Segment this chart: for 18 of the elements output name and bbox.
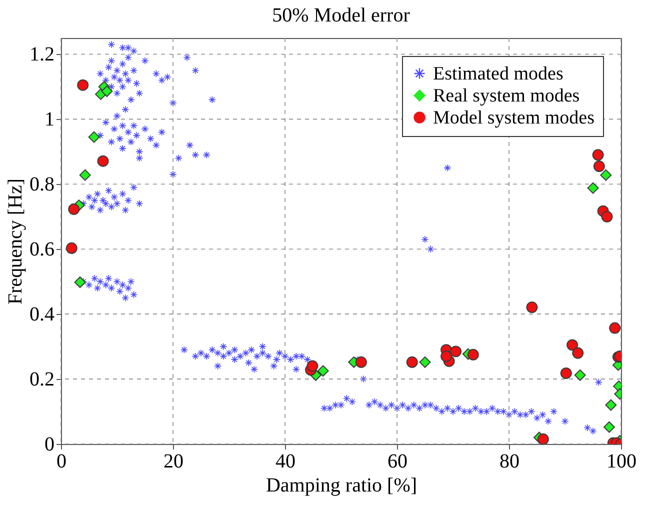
chart-title: 50% Model error	[272, 4, 410, 27]
x-tick-label: 60	[388, 450, 408, 472]
x-tick-label: 80	[500, 450, 520, 472]
legend-label: Real system modes	[433, 86, 580, 106]
y-tick-label: 0	[44, 434, 54, 456]
y-tick-label: 0.4	[30, 304, 54, 326]
legend-label: Model system modes	[433, 108, 594, 128]
y-tick-label: 1.2	[30, 44, 54, 66]
x-axis-title: Damping ratio [%]	[266, 474, 418, 496]
y-axis-title: Frequency [Hz]	[4, 178, 26, 305]
x-tick-label: 100	[606, 450, 636, 472]
y-tick-label: 1	[44, 108, 54, 131]
y-tick-label: 0.8	[30, 174, 54, 196]
legend-label: Estimated modes	[433, 64, 564, 84]
y-tick-label: 0.2	[30, 368, 54, 391]
y-tick-label: 0.6	[30, 238, 54, 261]
x-tick-label: 20	[164, 450, 184, 472]
x-tick-label: 40	[276, 450, 296, 472]
